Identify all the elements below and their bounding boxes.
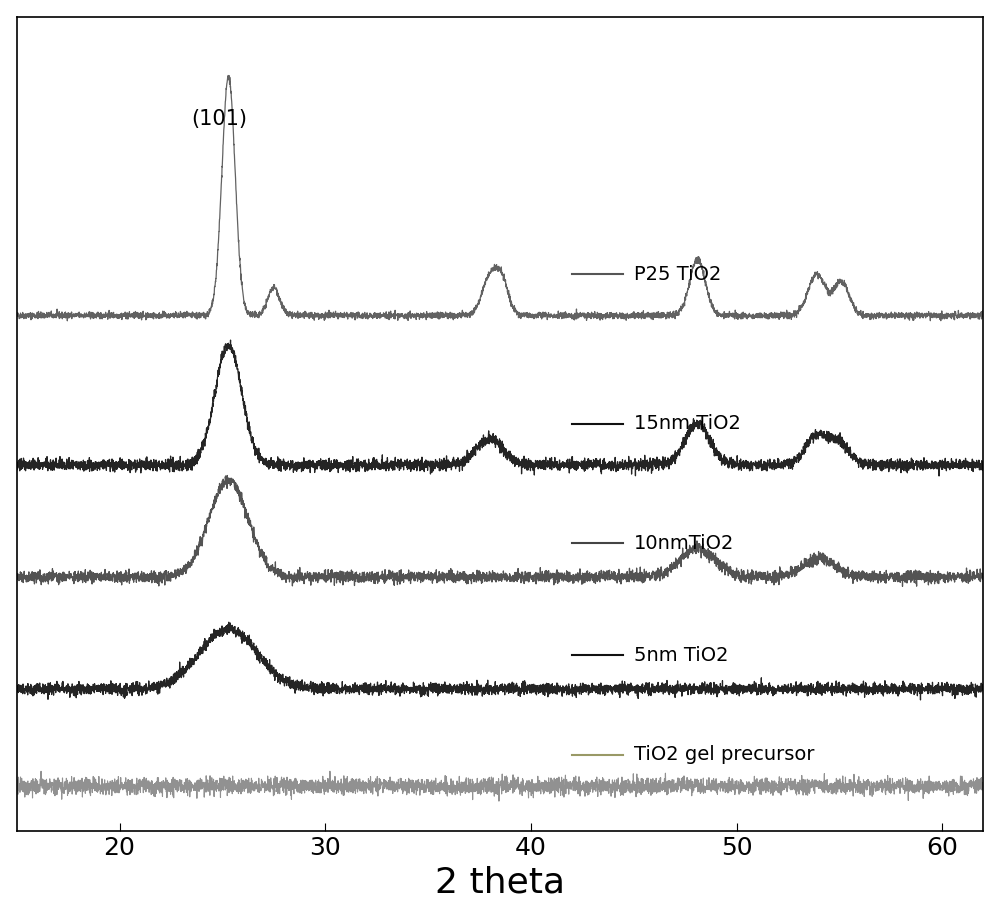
Text: 15nm TiO2: 15nm TiO2 — [634, 414, 741, 433]
X-axis label: 2 theta: 2 theta — [435, 866, 565, 900]
Text: (101): (101) — [191, 109, 247, 129]
Text: TiO2 gel precursor: TiO2 gel precursor — [634, 746, 814, 764]
Text: P25 TiO2: P25 TiO2 — [634, 265, 721, 284]
Text: 10nmTiO2: 10nmTiO2 — [634, 534, 734, 553]
Text: 5nm TiO2: 5nm TiO2 — [634, 646, 728, 665]
